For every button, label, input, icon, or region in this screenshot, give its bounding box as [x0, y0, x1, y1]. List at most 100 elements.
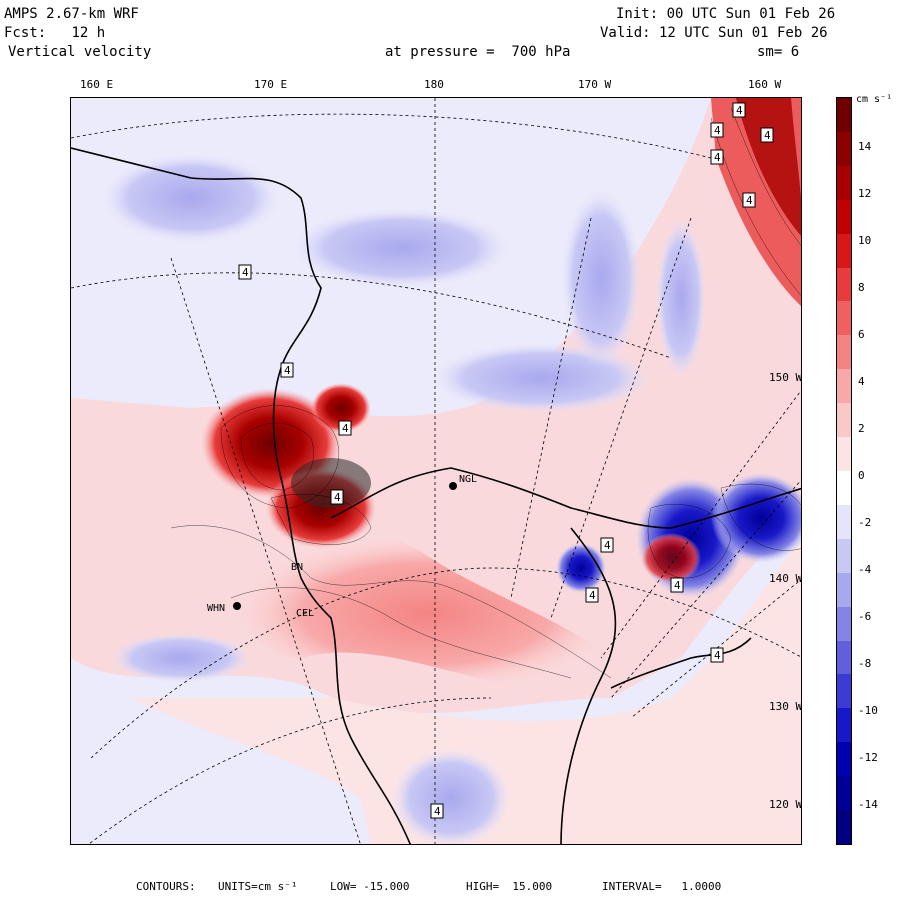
colorbar-segment — [837, 403, 851, 438]
footer-low: LOW= -15.000 — [330, 880, 410, 893]
lon-label-130w: 130 W — [769, 700, 802, 713]
station-whn-dot — [233, 602, 241, 610]
colorbar-segment — [837, 708, 851, 743]
marker-box — [710, 149, 724, 165]
pressure-level: at pressure = 700 hPa — [385, 44, 571, 60]
marker-value: 4 — [589, 589, 596, 602]
coastline — [71, 147, 801, 844]
colorbar-tick-label: -4 — [858, 563, 872, 576]
colorbar-segment — [837, 606, 851, 641]
lon-label-150w: 150 W — [769, 371, 802, 384]
contour-lines — [170, 107, 801, 679]
extreme-markers: 4 4 4 4 4 4 4 4 4 4 4 4 4 4 — [238, 102, 774, 819]
marker-box — [732, 102, 746, 118]
ne-strong-ascent — [736, 98, 801, 236]
lon-label-170w: 170 W — [578, 78, 612, 91]
colorbar-tick-label: 6 — [858, 328, 865, 341]
colorbar-segment — [837, 369, 851, 404]
right-lon-labels: 150 W 140 W 130 W 120 W — [769, 371, 802, 811]
marker-value: 4 — [334, 491, 341, 504]
colorbar-segment — [837, 572, 851, 607]
descent-patch-6 — [391, 748, 511, 844]
colorbar-segment — [837, 199, 851, 234]
graticule — [71, 98, 801, 844]
colorbar-segment — [837, 538, 851, 573]
marker-box — [600, 537, 614, 553]
marker-value: 4 — [242, 266, 249, 279]
colorbar-tick-label: 4 — [858, 375, 865, 388]
colorbar-segment — [837, 470, 851, 505]
colorbar-tick-label: 14 — [858, 140, 872, 153]
marker-box — [238, 264, 252, 280]
colorbar-tick-label: -12 — [858, 751, 878, 764]
marker-value: 4 — [674, 579, 681, 592]
colorbar-segment — [837, 674, 851, 709]
lon-label-160w: 160 W — [748, 78, 782, 91]
forecast-label-text: Fcst: — [4, 25, 47, 41]
descent-patch-2 — [291, 208, 511, 288]
marker-box — [760, 127, 774, 143]
marie-byrd-ascent — [641, 533, 701, 583]
marker-value: 4 — [714, 124, 721, 137]
coastal-descent — [556, 543, 606, 593]
lon-label-160e: 160 E — [80, 78, 114, 91]
station-cel: CEL — [296, 608, 314, 619]
colorbar-units: cm s⁻¹ — [856, 94, 893, 105]
station-ngl: NGL — [459, 474, 477, 485]
forecast-label: Fcst: 12 h — [4, 25, 105, 41]
marker-value: 4 — [714, 649, 721, 662]
footer-high: HIGH= 15.000 — [466, 880, 553, 893]
valid-time: Valid: 12 UTC Sun 01 Feb 26 — [600, 25, 828, 41]
marker-box — [330, 489, 344, 505]
marker-box — [280, 362, 294, 378]
colorbar-segment — [837, 810, 851, 844]
station-bn: BN — [291, 562, 303, 573]
init-time: Init: 00 UTC Sun 01 Feb 26 — [616, 6, 836, 22]
colorbar-segment — [837, 165, 851, 200]
marker-box — [710, 647, 724, 663]
descent-patch-7 — [111, 633, 251, 683]
colorbar-tick-label: 2 — [858, 422, 865, 435]
colorbar-tick-label: -8 — [858, 657, 872, 670]
colorbar-tick-label: 8 — [858, 281, 865, 294]
ice-shelf-region — [131, 540, 801, 844]
marker-value: 4 — [746, 194, 753, 207]
colorbar-segment — [837, 742, 851, 777]
lon-label-120w: 120 W — [769, 798, 802, 811]
colorbar-segment — [837, 335, 851, 370]
colorbar-tick-label: 10 — [858, 234, 872, 247]
footer-contours-label: CONTOURS: — [136, 880, 196, 893]
marker-box — [338, 420, 352, 436]
marker-value: 4 — [764, 129, 771, 142]
colorbar-segment — [837, 267, 851, 302]
colorbar-tick-label: -14 — [858, 798, 878, 811]
lon-label-180: 180 — [424, 78, 444, 91]
marker-box — [742, 192, 756, 208]
marker-box — [710, 122, 724, 138]
colorbar — [836, 97, 852, 845]
descent-patch-1 — [101, 153, 281, 243]
colorbar-segment — [837, 301, 851, 336]
station-whn: WHN — [207, 603, 225, 614]
vertical-velocity-map: 4 4 4 4 4 4 4 4 4 4 4 4 4 4 — [70, 97, 802, 845]
marker-value: 4 — [434, 805, 441, 818]
warm-ascent-band — [221, 529, 633, 698]
colorbar-tick-label: -6 — [858, 610, 872, 623]
map-canvas: 4 4 4 4 4 4 4 4 4 4 4 4 4 4 — [71, 98, 802, 844]
smoothing: sm= 6 — [757, 44, 800, 60]
marker-box — [585, 587, 599, 603]
model-title: AMPS 2.67-km WRF — [4, 6, 139, 22]
station-labels: NGL WHN BN CEL — [207, 474, 477, 619]
marker-box — [430, 803, 444, 819]
colorbar-segment — [837, 98, 851, 132]
marker-value: 4 — [284, 364, 291, 377]
station-markers — [233, 482, 457, 610]
descent-patch-4 — [561, 188, 641, 368]
contour-cluster — [291, 458, 371, 508]
colorbar-segment — [837, 776, 851, 811]
marker-value: 4 — [714, 151, 721, 164]
descent-patch-5 — [656, 218, 706, 378]
station-ngl-dot — [449, 482, 457, 490]
colorbar-segment — [837, 131, 851, 166]
footer-interval: INTERVAL= 1.0000 — [602, 880, 722, 893]
